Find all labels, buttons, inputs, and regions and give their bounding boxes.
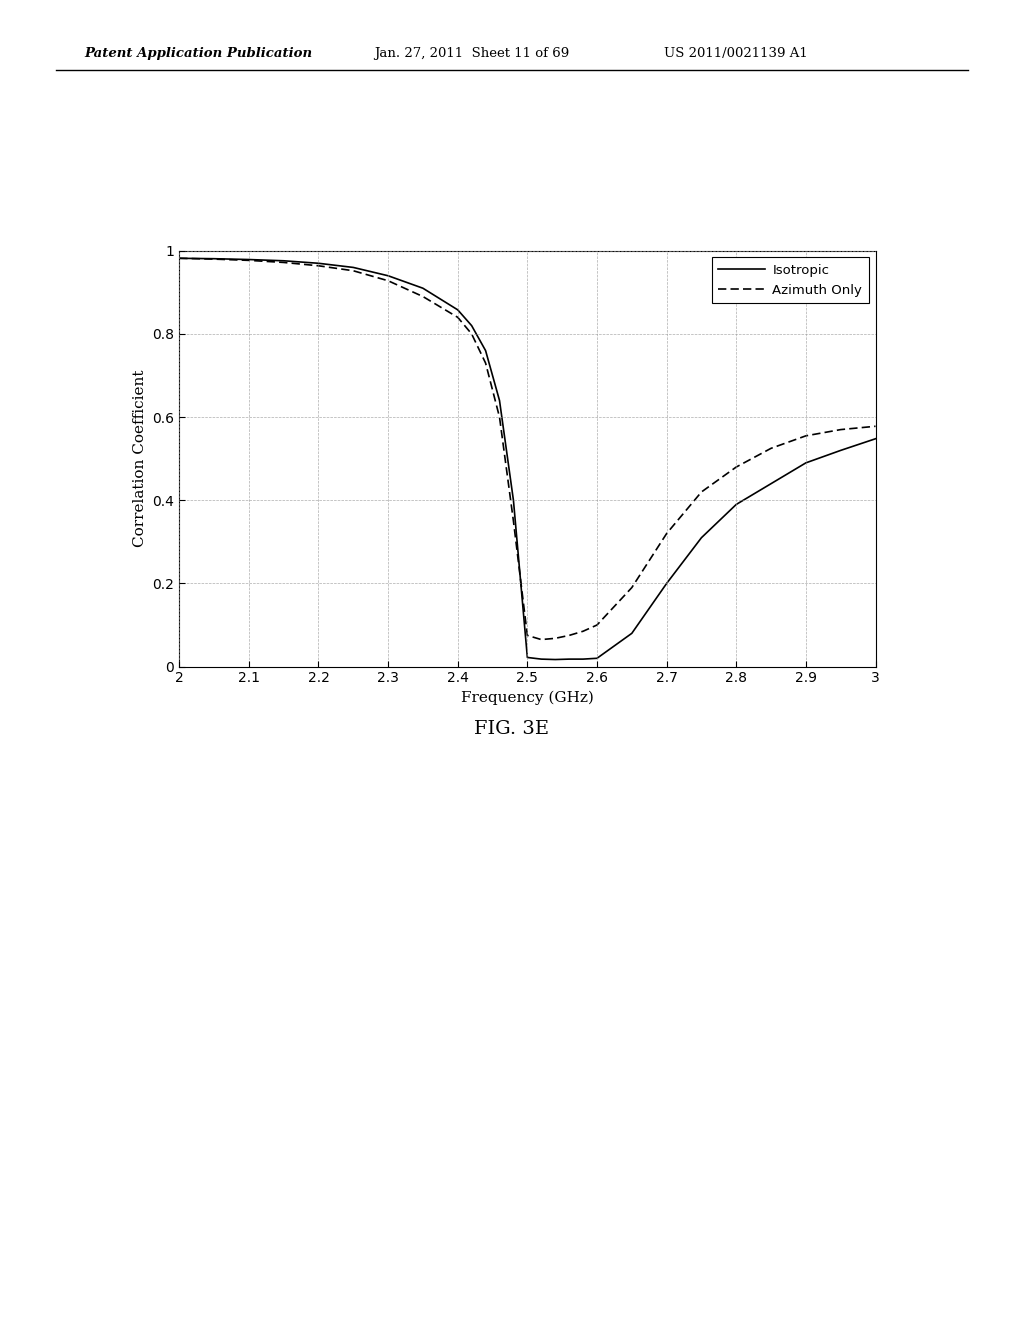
Azimuth Only [563,627,575,643]
Isotropic [417,280,429,296]
Isotropic [347,260,359,276]
Azimuth Only [549,631,561,647]
Legend: Isotropic, Azimuth Only: Isotropic, Azimuth Only [712,257,869,304]
Isotropic [695,529,708,545]
Isotropic [312,255,325,271]
Azimuth Only [536,632,548,648]
Azimuth Only [243,252,255,268]
Line: Isotropic: Isotropic [179,259,876,660]
Isotropic [521,649,534,665]
Isotropic [800,455,812,471]
Azimuth Only [382,273,394,289]
Isotropic [660,576,673,591]
Line: Azimuth Only: Azimuth Only [179,259,876,640]
Isotropic [577,651,589,667]
Isotropic [563,651,575,667]
Isotropic [452,302,464,318]
Azimuth Only [479,355,492,371]
Azimuth Only [577,623,589,639]
Isotropic [869,430,882,446]
X-axis label: Frequency (GHz): Frequency (GHz) [461,690,594,705]
Isotropic [835,442,847,458]
Azimuth Only [417,289,429,305]
Azimuth Only [730,459,742,475]
Isotropic [626,626,638,642]
Azimuth Only [312,257,325,273]
Text: Patent Application Publication: Patent Application Publication [84,46,312,59]
Isotropic [765,475,777,491]
Azimuth Only [626,579,638,595]
Azimuth Only [765,441,777,457]
Azimuth Only [835,421,847,437]
Azimuth Only [869,418,882,434]
Isotropic [549,652,561,668]
Isotropic [494,392,506,408]
Azimuth Only [278,255,290,271]
Y-axis label: Correlation Coefficient: Correlation Coefficient [133,370,146,548]
Azimuth Only [660,525,673,541]
Isotropic [730,496,742,512]
Azimuth Only [800,428,812,444]
Azimuth Only [494,409,506,425]
Isotropic [208,251,220,267]
Isotropic [243,252,255,268]
Text: Jan. 27, 2011  Sheet 11 of 69: Jan. 27, 2011 Sheet 11 of 69 [374,46,569,59]
Isotropic [466,318,478,334]
Isotropic [536,651,548,667]
Isotropic [278,253,290,269]
Text: FIG. 3E: FIG. 3E [474,719,550,738]
Azimuth Only [208,251,220,267]
Azimuth Only [466,326,478,342]
Azimuth Only [347,263,359,279]
Isotropic [479,343,492,359]
Text: US 2011/0021139 A1: US 2011/0021139 A1 [664,46,807,59]
Azimuth Only [695,484,708,500]
Azimuth Only [452,309,464,325]
Azimuth Only [173,251,185,267]
Azimuth Only [591,618,603,634]
Azimuth Only [507,513,519,529]
Azimuth Only [521,627,534,643]
Isotropic [382,268,394,284]
Isotropic [591,651,603,667]
Isotropic [507,492,519,508]
Isotropic [173,251,185,267]
